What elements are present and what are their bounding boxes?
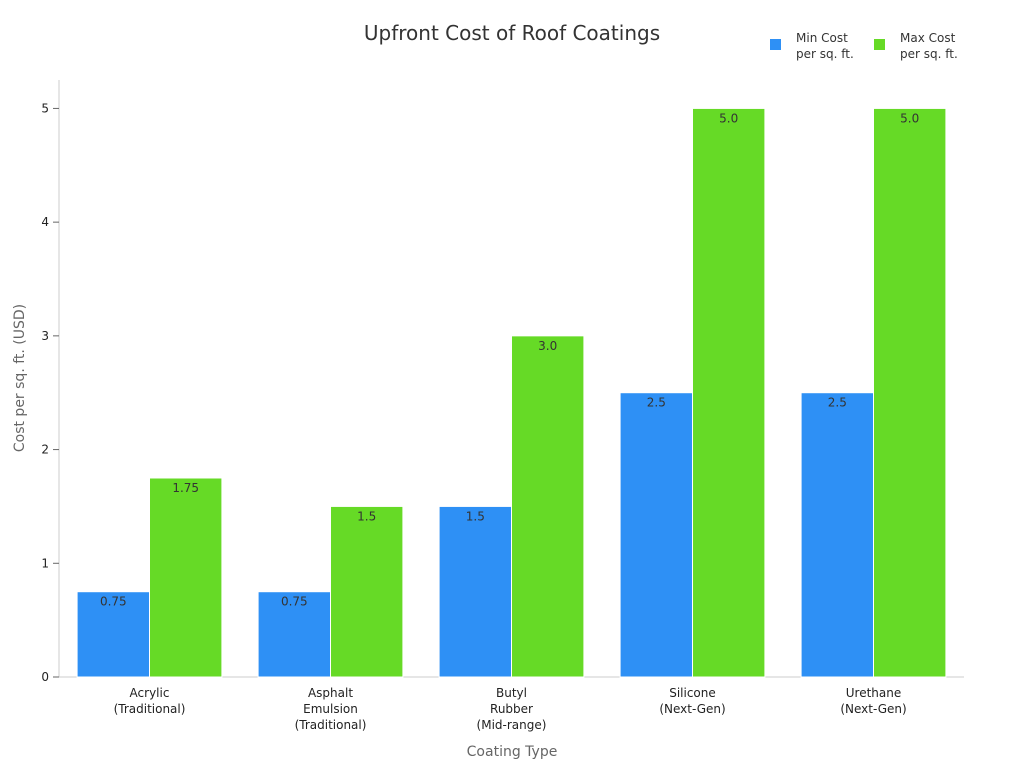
- chart-title: Upfront Cost of Roof Coatings: [364, 21, 660, 45]
- y-tick-label: 5: [41, 101, 49, 115]
- x-tick-label-line: Acrylic: [130, 686, 170, 700]
- bar-series-0-0: [76, 591, 150, 678]
- x-tick-label-line: (Next-Gen): [840, 702, 906, 716]
- legend-label-line: per sq. ft.: [900, 47, 958, 61]
- legend-label-1: Max Cost per sq. ft.: [900, 31, 958, 61]
- data-label-series-1-2: 3.0: [538, 339, 557, 353]
- bar-series-1-2: [511, 335, 585, 678]
- data-label-series-0-2: 1.5: [466, 509, 485, 523]
- x-tick-label-line: Urethane: [846, 686, 902, 700]
- x-tick-label: Asphalt Emulsion (Traditional): [295, 686, 367, 732]
- x-tick-label-line: Asphalt: [308, 686, 353, 700]
- data-label-series-1-4: 5.0: [900, 111, 919, 125]
- data-label-series-1-0: 1.75: [172, 481, 199, 495]
- legend-label-line: Max Cost: [900, 31, 956, 45]
- y-tick-label: 0: [41, 670, 49, 684]
- bar-series-0-1: [257, 591, 332, 678]
- bar-series-1-0: [149, 477, 223, 678]
- data-label-series-1-3: 5.0: [719, 111, 738, 125]
- y-tick-label: 2: [41, 443, 49, 457]
- x-axis: Acrylic (Traditional) Asphalt Emulsion (Trad…: [59, 676, 964, 732]
- x-tick-label-line: (Traditional): [295, 718, 367, 732]
- data-label-series-0-1: 0.75: [281, 595, 308, 609]
- legend-label-0: Min Cost per sq. ft.: [796, 31, 854, 61]
- x-tick-label-line: Emulsion: [303, 702, 358, 716]
- y-tick-label: 1: [41, 556, 49, 570]
- bar-series-0-3: [619, 392, 693, 678]
- bar-series-0-2: [438, 505, 513, 678]
- data-labels: 0.75 0.75 1.5 2.5 2.5 1.75 1.5 3.0 5.0 5.0: [100, 111, 919, 608]
- x-tick-label: Acrylic (Traditional): [114, 686, 186, 716]
- legend-swatch-0: [770, 39, 781, 50]
- data-label-series-0-4: 2.5: [828, 396, 847, 410]
- x-tick-label: Silicone (Next-Gen): [659, 686, 725, 716]
- bars: [76, 107, 947, 678]
- x-tick-label-line: (Traditional): [114, 702, 186, 716]
- x-tick-label-line: Silicone: [669, 686, 716, 700]
- y-tick-label: 4: [41, 215, 49, 229]
- x-tick-label-line: Butyl: [496, 686, 527, 700]
- bar-series-0-4: [800, 392, 874, 678]
- y-axis: 0 1 2 3 4 5: [41, 80, 60, 684]
- y-tick-label: 3: [41, 329, 49, 343]
- data-label-series-0-0: 0.75: [100, 595, 127, 609]
- legend-label-line: Min Cost: [796, 31, 848, 45]
- legend: Min Cost per sq. ft. Max Cost per sq. ft.: [770, 31, 958, 61]
- x-tick-label-line: (Next-Gen): [659, 702, 725, 716]
- legend-swatch-1: [874, 39, 885, 50]
- x-tick-label: Urethane (Next-Gen): [840, 686, 906, 716]
- x-tick-label-line: (Mid-range): [477, 718, 547, 732]
- x-tick-label-line: Rubber: [490, 702, 533, 716]
- bar-series-1-4: [873, 107, 947, 678]
- legend-label-line: per sq. ft.: [796, 47, 854, 61]
- bar-series-1-3: [692, 107, 766, 678]
- x-tick-label: Butyl Rubber (Mid-range): [477, 686, 547, 732]
- data-label-series-0-3: 2.5: [647, 396, 666, 410]
- x-axis-title: Coating Type: [467, 744, 558, 760]
- y-axis-title: Cost per sq. ft. (USD): [12, 304, 28, 452]
- data-label-series-1-1: 1.5: [357, 509, 376, 523]
- bar-series-1-1: [330, 505, 404, 678]
